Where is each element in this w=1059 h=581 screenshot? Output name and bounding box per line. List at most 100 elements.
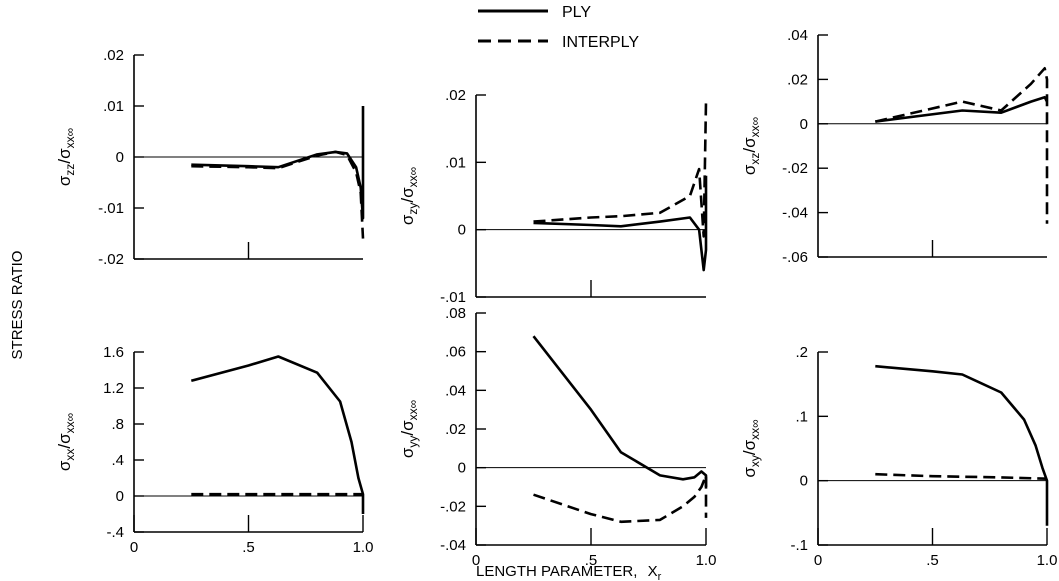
series-interply-line: [533, 101, 708, 238]
y-axis-label-part: xx∞: [748, 117, 762, 138]
x-tick-label: .5: [242, 539, 255, 556]
y-tick-label: .4: [111, 452, 124, 469]
x-tick-label: 0: [814, 552, 822, 569]
y-tick-label: .04: [787, 27, 808, 44]
y-axis-label-part: σ: [740, 467, 759, 478]
series-interply-line: [191, 150, 365, 239]
y-axis-label-part: xx∞: [63, 128, 77, 149]
shared-x-axis-label-main: LENGTH PARAMETER,: [476, 563, 637, 580]
y-axis-label-part: /: [740, 450, 759, 455]
y-axis-label-part: σ: [398, 187, 417, 198]
y-axis-label-part: σ: [740, 164, 759, 175]
y-axis-label-part: σ: [398, 214, 417, 225]
y-tick-label: 1.2: [103, 380, 124, 397]
series-ply-line: [875, 364, 1049, 526]
x-tick-label: 1.0: [1037, 552, 1058, 569]
y-axis-label-part: /: [55, 159, 74, 164]
y-axis-label-part: xx∞: [406, 167, 420, 188]
y-tick-label: 0: [800, 116, 808, 133]
y-tick-label: .02: [445, 421, 466, 438]
series-ply-line: [532, 335, 708, 487]
y-tick-label: -.1: [790, 537, 808, 554]
y-tick-label: .02: [787, 71, 808, 88]
series-ply-line: [191, 106, 365, 220]
y-axis-label-part: xx∞: [63, 413, 77, 434]
y-axis-label-part: /: [398, 198, 417, 203]
y-axis-label-part: xz: [748, 153, 762, 165]
y-axis-label-part: σ: [55, 460, 74, 471]
series-interply-line: [533, 474, 708, 524]
y-tick-label: .01: [103, 98, 124, 115]
x-tick-label: .5: [585, 552, 598, 569]
panel-y-axis-label: σxz/σxx∞: [740, 117, 762, 175]
y-axis-label-part: /: [55, 444, 74, 449]
y-tick-label: -.04: [440, 537, 466, 554]
legend: PLY INTERPLY: [478, 4, 639, 51]
y-tick-label: 0: [116, 149, 124, 166]
y-tick-label: .8: [111, 416, 124, 433]
shared-x-axis-label-sub: r: [658, 571, 662, 581]
y-axis-label-part: zz: [63, 164, 77, 176]
y-tick-label: .08: [445, 305, 466, 322]
y-axis-label-part: xx: [63, 449, 77, 461]
y-tick-label: .04: [445, 382, 466, 399]
series-ply-line: [875, 95, 1049, 123]
y-tick-label: .2: [795, 344, 808, 361]
y-tick-label: -.06: [782, 249, 808, 266]
series-interply-line: [875, 472, 1048, 480]
shared-x-axis-label-symbol: X: [648, 563, 658, 580]
y-tick-label: 0: [116, 488, 124, 505]
y-tick-label: .02: [445, 87, 466, 104]
y-axis-label-part: σ: [740, 439, 759, 450]
y-tick-label: 0: [458, 460, 466, 477]
x-tick-label: .5: [926, 552, 939, 569]
y-tick-label: -.02: [98, 251, 124, 268]
x-tick-label: 1.0: [353, 539, 374, 556]
panel-y-axis-label: σxy/σxx∞: [740, 419, 762, 477]
legend-interply-label: INTERPLY: [562, 34, 639, 51]
y-axis-label-part: xy: [748, 455, 762, 467]
series-interply-line: [875, 67, 1049, 224]
y-axis-label-part: σ: [740, 137, 759, 148]
y-axis-label-part: σ: [55, 175, 74, 186]
y-axis-label-part: σ: [55, 433, 74, 444]
legend-ply-label: PLY: [562, 4, 591, 21]
y-tick-label: .1: [795, 408, 808, 425]
y-axis-label-part: /: [740, 148, 759, 153]
y-axis-label-part: σ: [398, 447, 417, 458]
x-tick-label: 0: [130, 539, 138, 556]
y-axis-label-part: xx∞: [406, 400, 420, 421]
y-tick-label: .06: [445, 344, 466, 361]
panel-y-axis-label: σyy/σxx∞: [398, 400, 420, 458]
y-tick-label: -.01: [440, 289, 466, 306]
series-ply-line: [190, 355, 365, 514]
panel-y-axis-label: σzz/σxx∞: [55, 128, 77, 186]
y-tick-label: -.01: [98, 200, 124, 217]
y-tick-label: 0: [458, 222, 466, 239]
y-axis-label-part: yy: [406, 436, 420, 448]
y-tick-label: -.4: [106, 524, 124, 541]
y-axis-label-part: xx∞: [748, 419, 762, 440]
x-tick-label: 0: [472, 552, 480, 569]
y-tick-label: -.04: [782, 205, 808, 222]
shared-y-axis-label: STRESS RATIO: [9, 251, 26, 360]
shared-x-axis-label: LENGTH PARAMETER, Xr: [476, 563, 662, 581]
y-axis-label-part: σ: [55, 148, 74, 159]
y-tick-label: -.02: [440, 498, 466, 515]
y-tick-label: -.02: [782, 160, 808, 177]
panel-y-axis-label: σxx/σxx∞: [55, 413, 77, 471]
y-axis-label-part: /: [398, 431, 417, 436]
y-axis-label-part: σ: [398, 420, 417, 431]
x-tick-label: 1.0: [696, 552, 717, 569]
y-axis-label-part: zy: [406, 203, 420, 215]
y-tick-label: 0: [800, 473, 808, 490]
y-tick-label: .02: [103, 47, 124, 64]
series-ply-line: [533, 175, 708, 272]
